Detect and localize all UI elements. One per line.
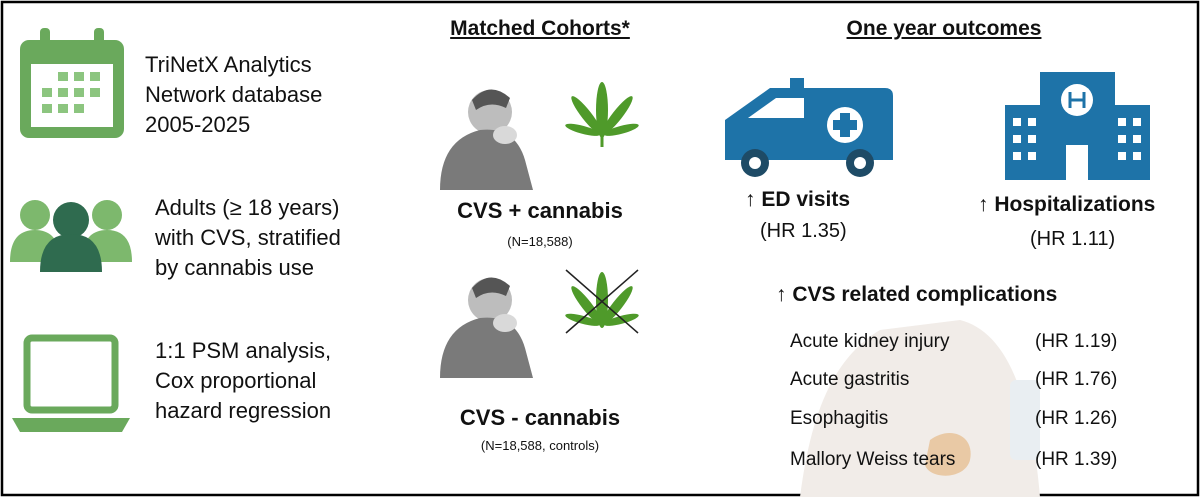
text-line: hazard regression: [155, 398, 332, 423]
section-heading: Matched Cohorts*: [450, 17, 630, 40]
text-line: Cox proportional: [155, 368, 317, 393]
cohort-size: (N=18,588): [507, 234, 573, 249]
cohort-size: (N=18,588, controls): [480, 438, 600, 453]
complication-name: Acute gastritis: [790, 369, 910, 390]
complication-name: Mallory Weiss tears: [790, 449, 956, 470]
complication-hr: (HR 1.26): [1035, 408, 1118, 429]
ambulance-icon: [725, 78, 893, 177]
text-line: 2005-2025: [145, 112, 251, 137]
cohort-label: CVS - cannabis: [459, 405, 621, 430]
body-silhouette: [800, 320, 1040, 497]
people-icon: [10, 200, 132, 272]
complication-hr: (HR 1.39): [1035, 449, 1118, 470]
laptop-icon: [12, 334, 130, 432]
cannabis-leaf: [565, 82, 639, 147]
section-heading: One year outcomes: [846, 17, 1042, 40]
text-line: TriNetX Analytics: [145, 52, 312, 77]
calendar-icon: [20, 28, 124, 138]
complication-hr: (HR 1.19): [1035, 331, 1118, 352]
cannabis-leaf-crossed: [565, 269, 639, 334]
complication-name: Acute kidney injury: [790, 331, 950, 352]
outcome-hr: (HR 1.11): [1030, 228, 1116, 250]
outcome-label: ↑ Hospitalizations: [978, 193, 1156, 216]
hospital-icon: [1005, 72, 1150, 180]
complications-title: ↑ CVS related complications: [776, 283, 1058, 306]
outcome-hr: (HR 1.35): [760, 220, 847, 242]
complication-hr: (HR 1.76): [1035, 369, 1118, 390]
text-line: 1:1 PSM analysis,: [155, 338, 332, 363]
complication-name: Esophagitis: [790, 408, 889, 429]
outcome-label: ↑ ED visits: [745, 188, 851, 211]
text-line: by cannabis use: [155, 255, 314, 280]
text-line: Network database: [145, 82, 323, 107]
text-line: with CVS, stratified: [155, 225, 341, 250]
person-nauseous: [440, 277, 533, 378]
text-line: Adults (≥ 18 years): [155, 195, 340, 220]
person-nauseous: [440, 89, 533, 190]
cohort-label: CVS + cannabis: [457, 198, 623, 223]
